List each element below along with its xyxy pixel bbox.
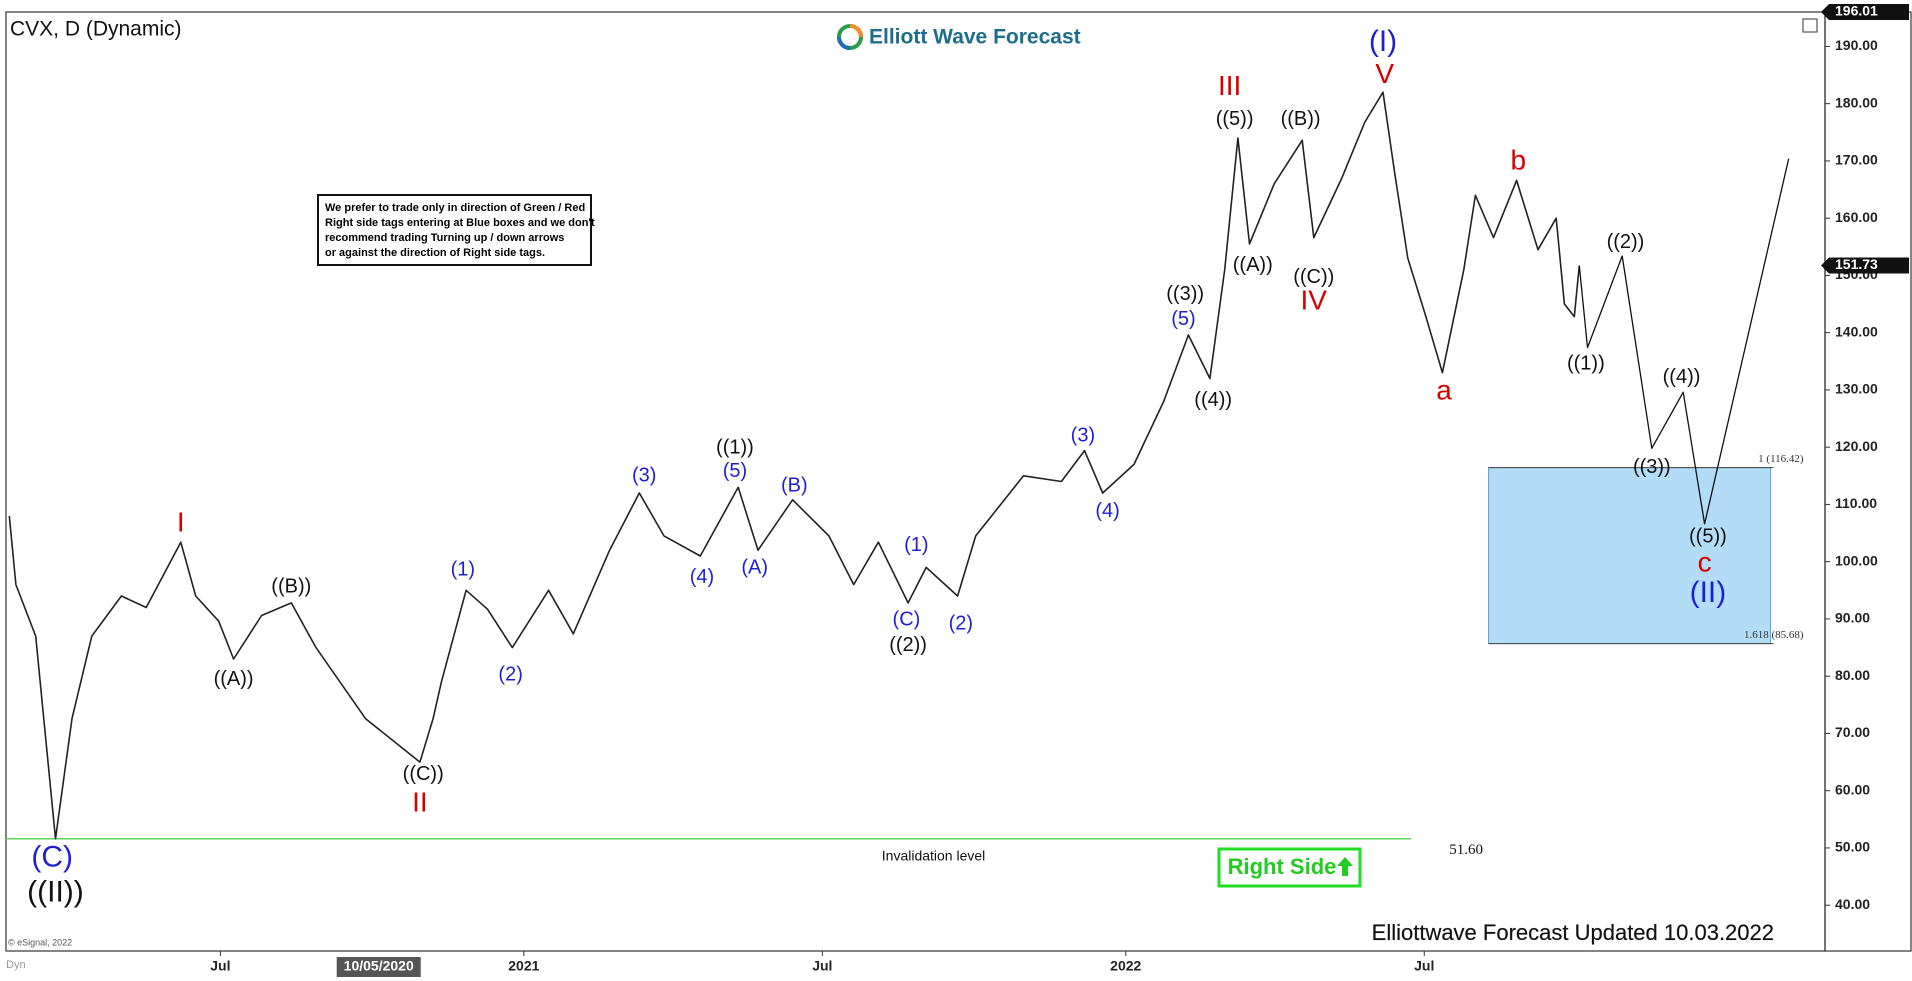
logo-text: Elliott Wave Forecast xyxy=(869,26,1081,49)
wave-label: ((4)) xyxy=(1663,366,1701,388)
wave-label: III xyxy=(1218,70,1241,101)
wave-label: ((2)) xyxy=(889,634,927,656)
y-tick-label: 110.00 xyxy=(1835,495,1877,511)
target-top-label: 1 (116.42) xyxy=(1758,453,1804,465)
y-tick-label: 50.00 xyxy=(1835,839,1870,855)
invalidation-text: Invalidation level xyxy=(882,847,986,863)
wave-label: ((5)) xyxy=(1689,525,1727,547)
note-line: We prefer to trade only in direction of … xyxy=(325,202,585,214)
y-tick-label: 120.00 xyxy=(1835,438,1878,454)
top-price-tag-bg xyxy=(1829,4,1909,20)
wave-label: (2) xyxy=(949,612,973,634)
invalidation-value: 51.60 xyxy=(1449,842,1483,858)
right-side-tag: Right Side xyxy=(1217,847,1362,888)
y-tick-label: 170.00 xyxy=(1835,152,1878,168)
corner-label: Dyn xyxy=(6,959,26,971)
wave-label: (3) xyxy=(1071,425,1095,447)
last-price-tag-bg xyxy=(1829,257,1909,274)
top-price-tag: 196.01 xyxy=(1835,3,1878,19)
wave-label: c xyxy=(1698,546,1712,577)
wave-label: (4) xyxy=(690,566,714,588)
y-tick-label: 70.00 xyxy=(1835,724,1870,740)
y-tick-label: 140.00 xyxy=(1835,323,1878,339)
x-tick-label: Jul xyxy=(1414,958,1434,974)
target-zone xyxy=(1488,467,1772,645)
right-side-text: Right Side xyxy=(1228,854,1337,879)
wave-label: ((A)) xyxy=(214,668,254,690)
wave-label: ((4)) xyxy=(1194,389,1232,411)
right-side-frame xyxy=(1217,847,1362,888)
last-price-tag: 151.73 xyxy=(1835,256,1878,272)
wave-label: (I) xyxy=(1369,25,1397,58)
wave-label: (C) xyxy=(31,841,73,874)
chart-title: CVX, D (Dynamic) xyxy=(10,18,182,41)
x-tick-label: Jul xyxy=(210,958,230,974)
y-tick-label: 130.00 xyxy=(1835,381,1878,397)
wave-label: ((C)) xyxy=(1293,266,1334,288)
wave-label: (4) xyxy=(1095,500,1119,522)
y-tick-label: 190.00 xyxy=(1835,37,1878,53)
wave-label: (A) xyxy=(741,556,768,578)
y-tick-label: 80.00 xyxy=(1835,667,1870,683)
wave-label: ((II)) xyxy=(27,876,84,909)
wave-label: b xyxy=(1510,144,1526,175)
wave-label: II xyxy=(412,786,428,817)
note-box: We prefer to trade only in direction of … xyxy=(317,194,595,266)
note-frame xyxy=(317,194,592,266)
price-line xyxy=(8,91,1581,840)
y-tick-label: 90.00 xyxy=(1835,610,1870,626)
wave-label: ((1)) xyxy=(1567,352,1605,374)
wave-label: ((B)) xyxy=(271,576,311,598)
wave-label: a xyxy=(1436,375,1452,406)
wave-label: (B) xyxy=(781,474,808,496)
copyright: © eSignal, 2022 xyxy=(8,937,72,947)
right-side-arrow xyxy=(1337,857,1353,876)
wave-label: (3) xyxy=(632,465,656,487)
wave-label: ((3)) xyxy=(1633,456,1671,478)
y-tick-label: 40.00 xyxy=(1835,896,1870,912)
wave-label: (2) xyxy=(498,663,522,685)
window-icon[interactable] xyxy=(1802,18,1818,33)
wave-label: ((1)) xyxy=(716,437,754,459)
top-price-tag-pointer xyxy=(1821,4,1829,20)
wave-label: ((A)) xyxy=(1233,254,1273,276)
wave-label: (5) xyxy=(723,460,747,482)
wave-label: (1) xyxy=(451,559,475,581)
wave-label: IV xyxy=(1301,285,1328,316)
x-tick-label: Jul xyxy=(812,958,832,974)
wave-label: ((2)) xyxy=(1607,231,1645,253)
logo: Elliott Wave Forecast xyxy=(837,24,1081,50)
wave-label: I xyxy=(177,506,185,537)
wave-label: V xyxy=(1375,58,1394,89)
last-price-tag-pointer xyxy=(1821,257,1829,274)
x-tick-label: 2022 xyxy=(1110,958,1141,974)
projection-line xyxy=(1578,158,1790,525)
target-bottom-label: 1.618 (85.68) xyxy=(1744,629,1804,641)
wave-label: ((3)) xyxy=(1166,283,1204,305)
wave-label: ((B)) xyxy=(1281,108,1321,130)
wave-label: (II) xyxy=(1690,576,1727,609)
wave-label: (1) xyxy=(904,534,928,556)
note-line: Right side tags entering at Blue boxes a… xyxy=(325,217,595,229)
wave-label: ((5)) xyxy=(1216,108,1254,130)
x-tick-label: 2021 xyxy=(508,958,539,974)
cursor-label-bg xyxy=(336,957,421,977)
footer: Elliottwave Forecast Updated 10.03.2022 xyxy=(1372,920,1774,945)
note-line: or against the direction of Right side t… xyxy=(325,247,545,259)
cursor-label: 10/05/2020 xyxy=(344,958,414,974)
wave-label: (5) xyxy=(1171,308,1195,330)
wave-label: (C) xyxy=(893,608,921,630)
wave-label: ((C)) xyxy=(403,763,444,785)
logo-icon-arc xyxy=(849,24,863,38)
logo-icon-arc xyxy=(837,36,851,50)
y-tick-label: 60.00 xyxy=(1835,781,1870,797)
y-tick-label: 100.00 xyxy=(1835,552,1878,568)
note-line: recommend trading Turning up / down arro… xyxy=(325,232,564,244)
y-tick-label: 180.00 xyxy=(1835,94,1878,110)
y-tick-label: 160.00 xyxy=(1835,209,1878,225)
